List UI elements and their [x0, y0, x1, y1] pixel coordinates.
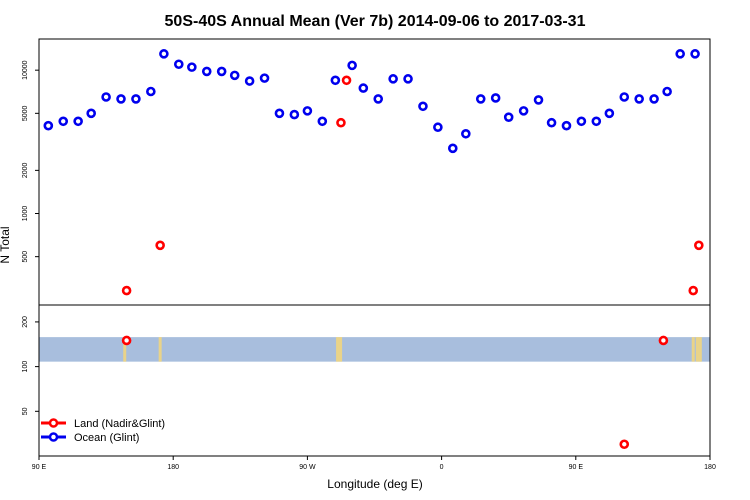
- x-axis: 90 E 180 90 W 0 90 E 180: [32, 456, 716, 471]
- ocean-point: [649, 94, 659, 104]
- ocean-point: [533, 95, 544, 105]
- land-point: [155, 240, 165, 251]
- land-point: [121, 285, 132, 296]
- land-patch: [123, 337, 127, 362]
- ocean-point: [43, 120, 54, 131]
- ocean-point: [490, 93, 501, 103]
- legend-ocean-label: Ocean (Glint): [74, 432, 139, 444]
- ocean-point: [289, 109, 300, 120]
- land-patch: [158, 337, 162, 362]
- land-point: [658, 335, 669, 346]
- ocean-point: [591, 116, 602, 127]
- x-tick-label: 180: [167, 464, 179, 471]
- x-tick-label: 0: [440, 464, 444, 471]
- ocean-point: [58, 116, 69, 127]
- ocean-point: [433, 122, 443, 133]
- legend-ocean-marker: [48, 432, 59, 442]
- land-point: [694, 240, 704, 251]
- ocean-point: [675, 49, 685, 59]
- ocean-point: [662, 86, 672, 97]
- ocean-point: [546, 117, 557, 128]
- ocean-point: [475, 94, 486, 104]
- land-patch: [336, 337, 343, 362]
- land-patch: [691, 337, 695, 362]
- upper-panel-frame: [38, 38, 711, 306]
- ocean-point: [604, 108, 615, 119]
- ocean-point: [518, 106, 529, 116]
- ocean-point: [388, 74, 398, 84]
- ocean-point: [634, 94, 644, 104]
- land-point: [336, 117, 346, 128]
- ocean-point: [447, 143, 458, 154]
- ocean-point: [561, 120, 572, 131]
- ocean-point: [690, 49, 700, 59]
- ocean-point: [259, 73, 270, 83]
- upper-y-tick-label: 2000: [22, 162, 29, 178]
- ocean-point: [101, 92, 111, 102]
- legend: Land (Nadir&Glint) Ocean (Glint): [41, 418, 165, 444]
- ocean-point: [461, 128, 471, 139]
- upper-y-tick-label: 1000: [22, 206, 29, 222]
- x-tick-label: 90 W: [299, 464, 316, 471]
- ocean-point: [274, 108, 285, 119]
- ocean-point: [229, 70, 240, 81]
- ocean-point: [619, 92, 630, 102]
- ocean-point: [173, 59, 184, 70]
- x-tick-label: 90 E: [32, 464, 47, 471]
- ocean-band: [39, 337, 710, 362]
- ocean-point: [201, 66, 212, 77]
- land-patch: [695, 337, 702, 362]
- y-axis-label: N Total: [0, 226, 12, 263]
- ocean-point: [330, 75, 341, 86]
- upper-y-tick-label: 500: [22, 251, 29, 263]
- lower-panel-frame: [38, 304, 711, 457]
- ocean-point: [347, 60, 357, 71]
- upper-y-tick-label: 10000: [22, 60, 29, 80]
- ocean-point: [216, 66, 227, 77]
- legend-land-marker: [48, 418, 59, 428]
- legend-land-label: Land (Nadir&Glint): [74, 418, 165, 430]
- land-point: [121, 335, 132, 346]
- ocean-point: [244, 76, 255, 86]
- ocean-point: [73, 116, 83, 127]
- ocean-point: [187, 62, 197, 72]
- ocean-point: [159, 49, 169, 59]
- chart-title: 50S-40S Annual Mean (Ver 7b) 2014-09-06 …: [165, 13, 586, 30]
- lower-y-tick-label: 200: [22, 316, 29, 328]
- ocean-point: [146, 86, 156, 97]
- x-tick-label: 180: [704, 464, 716, 471]
- ocean-point: [373, 94, 384, 104]
- upper-y-tick-label: 5000: [22, 105, 29, 121]
- ocean-point: [403, 74, 413, 84]
- lower-panel: 50 100 200: [22, 304, 711, 457]
- land-point: [619, 439, 630, 450]
- ocean-point: [317, 116, 328, 127]
- ocean-point: [503, 112, 514, 122]
- ocean-point: [418, 101, 428, 112]
- ocean-point: [302, 106, 313, 116]
- ocean-point: [576, 116, 587, 127]
- upper-panel: 500 1000 2000 5000 10000: [22, 38, 711, 306]
- ocean-point: [358, 83, 369, 93]
- land-point: [688, 285, 699, 296]
- ocean-point: [86, 108, 96, 119]
- x-axis-label: Longitude (deg E): [327, 477, 422, 491]
- ocean-point: [131, 94, 141, 104]
- lower-y-tick-label: 100: [22, 361, 29, 373]
- x-tick-label: 90 E: [569, 464, 584, 471]
- land-point: [341, 75, 352, 86]
- lower-y-tick-label: 50: [22, 407, 29, 415]
- ocean-point: [116, 94, 126, 104]
